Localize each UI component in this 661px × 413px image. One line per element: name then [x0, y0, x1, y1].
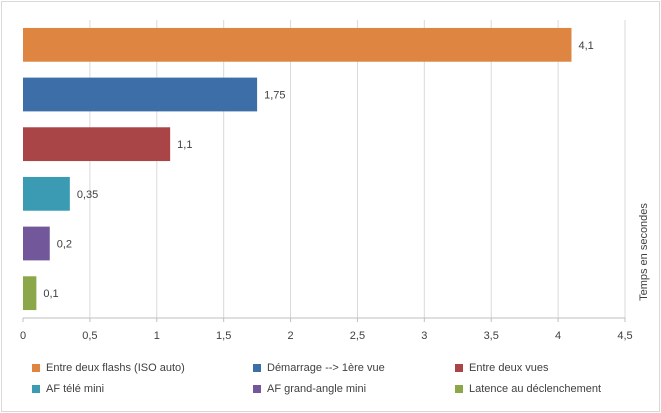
x-tick-label: 3: [421, 330, 427, 342]
legend-item: Latence au déclenchement: [455, 383, 601, 395]
legend-label: AF télé mini: [46, 383, 105, 395]
x-tick-label: 4: [555, 330, 561, 342]
legend-swatch: [455, 364, 463, 372]
x-tick-label: 1: [154, 330, 160, 342]
legend-swatch: [455, 385, 463, 393]
legend-swatch: [32, 385, 40, 393]
legend-item: Entre deux flashs (ISO auto): [32, 362, 185, 374]
legend-swatch: [253, 364, 261, 372]
legend-item: Entre deux vues: [455, 362, 549, 374]
x-tick-label: 3,5: [484, 330, 499, 342]
x-tick-label: 1,5: [216, 330, 231, 342]
legend-swatch: [32, 364, 40, 372]
legend-item: Démarrage --> 1ère vue: [253, 362, 385, 374]
legend-swatch: [253, 385, 261, 393]
legend-label: Entre deux flashs (ISO auto): [46, 362, 185, 374]
legend-item: AF grand-angle mini: [253, 383, 366, 395]
legend-label: Démarrage --> 1ère vue: [267, 362, 385, 374]
bar-0: [23, 27, 572, 62]
x-tick-label: 0: [20, 330, 26, 342]
data-label: 0,35: [77, 189, 98, 201]
data-label: 1,1: [177, 139, 192, 151]
bar-5: [23, 276, 37, 311]
bar-4: [23, 226, 50, 261]
axis-title: Temps en secondes: [638, 203, 650, 301]
x-tick-label: 4,5: [617, 330, 632, 342]
legend-label: Entre deux vues: [469, 362, 549, 374]
x-tick-label: 2: [287, 330, 293, 342]
data-label: 1,75: [264, 90, 285, 102]
bar-3: [23, 176, 70, 211]
legend-label: Latence au déclenchement: [469, 383, 602, 395]
legend-item: AF télé mini: [32, 383, 104, 395]
data-label: 0,2: [57, 239, 72, 251]
bar-1: [23, 77, 258, 112]
bar-2: [23, 127, 171, 162]
data-label: 4,1: [578, 40, 593, 52]
x-tick-label: 0,5: [82, 330, 97, 342]
legend-label: AF grand-angle mini: [267, 383, 367, 395]
data-label: 0,1: [43, 288, 58, 300]
bar-chart: 0 0,5 1 1,5 2 2,5 3 3,5 4 4,5 4,1 1,75 1,1 0,35 0,2 0,1…: [20, 20, 650, 342]
x-tick-label: 2,5: [350, 330, 365, 342]
